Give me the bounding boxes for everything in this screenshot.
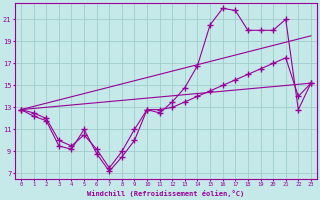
X-axis label: Windchill (Refroidissement éolien,°C): Windchill (Refroidissement éolien,°C)	[87, 190, 244, 197]
